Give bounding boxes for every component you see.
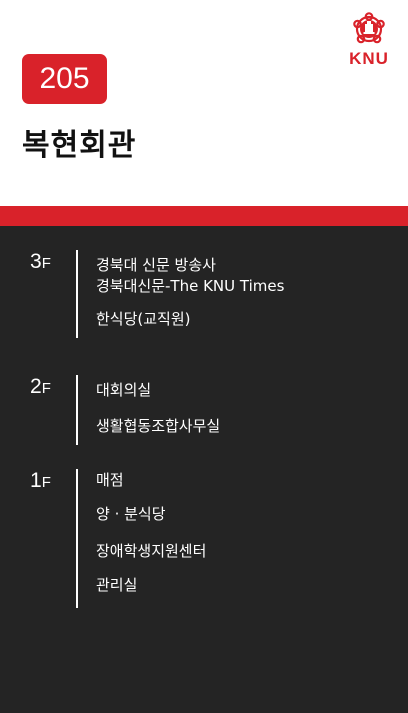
knu-logo: KNU: [343, 12, 395, 72]
floor-divider: [76, 250, 78, 338]
floor-label: 2F: [30, 375, 51, 399]
floor-label: 1F: [30, 469, 51, 493]
knu-emblem-icon: [353, 12, 385, 44]
accent-bar: [0, 206, 408, 226]
list-item: 생활협동조합사무실: [96, 417, 221, 435]
floor-divider: [76, 469, 78, 608]
list-item: 관리실: [96, 576, 138, 594]
building-name: 복현회관: [22, 128, 137, 163]
list-item: 양 · 분식당: [96, 505, 166, 523]
logo-text: KNU: [349, 49, 389, 68]
list-item: 대회의실: [96, 381, 152, 399]
floor-divider: [76, 375, 78, 445]
floor-2: 2F 대회의실 생활협동조합사무실: [0, 375, 408, 445]
floor-1: 1F 매점 양 · 분식당 장애학생지원센터 관리실: [0, 469, 408, 608]
floor-label: 3F: [30, 250, 51, 274]
building-number-badge: 205: [22, 54, 107, 104]
floor-3: 3F 경북대 신문 방송사 경북대신문-The KNU Times 한식당(교직…: [0, 250, 408, 338]
list-item: 장애학생지원센터: [96, 542, 207, 560]
floor-number: 2: [30, 375, 42, 398]
floor-suffix: F: [41, 474, 51, 491]
floor-number: 1: [30, 469, 42, 492]
floor-number: 3: [30, 250, 42, 273]
list-item: 한식당(교직원): [96, 310, 191, 328]
floor-suffix: F: [41, 380, 51, 397]
floor-suffix: F: [41, 255, 51, 272]
list-item: 경북대 신문 방송사: [96, 256, 216, 274]
header: 205 복현회관 KNU: [0, 0, 408, 206]
list-item: 매점: [96, 471, 124, 489]
list-item: 경북대신문-The KNU Times: [96, 277, 285, 295]
